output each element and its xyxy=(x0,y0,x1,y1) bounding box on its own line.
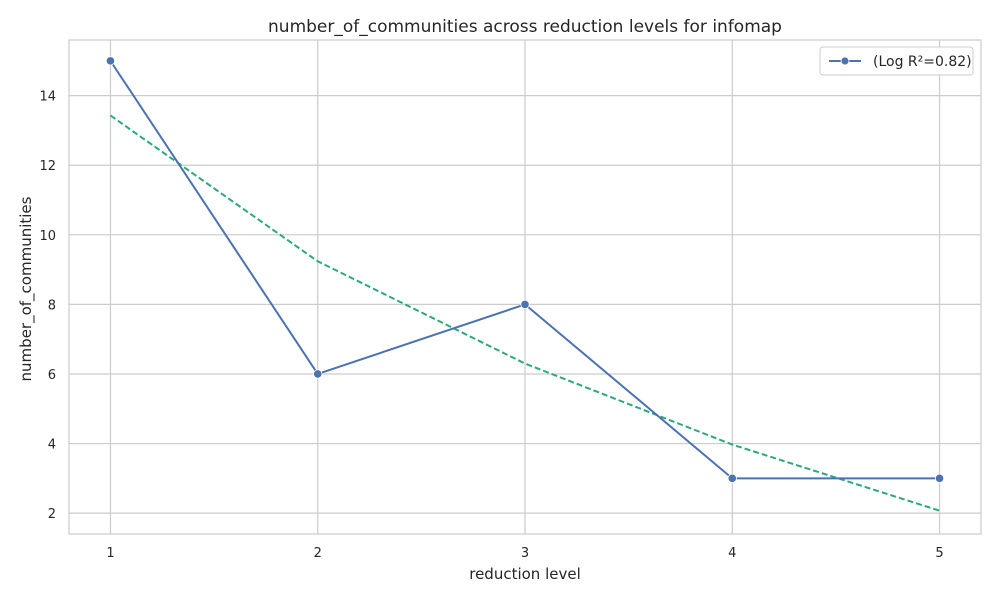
x-tick-label: 3 xyxy=(521,546,529,561)
data-point xyxy=(105,56,116,66)
y-tick-label: 12 xyxy=(39,159,56,174)
trend-line xyxy=(109,114,940,512)
x-tick-label: 1 xyxy=(106,546,114,561)
x-tick-label: 4 xyxy=(728,546,736,561)
data-point xyxy=(313,369,323,379)
x-tick-label: 5 xyxy=(935,546,943,561)
y-tick-label: 14 xyxy=(39,90,56,105)
x-tick-label: 2 xyxy=(314,546,322,561)
y-axis-label: number_of_communities xyxy=(17,196,36,381)
data-point xyxy=(934,473,945,483)
y-tick-label: 10 xyxy=(39,229,56,244)
chart-title: number_of_communities across reduction l… xyxy=(268,17,782,37)
legend-box xyxy=(819,46,974,76)
y-tick-label: 8 xyxy=(48,298,56,313)
y-tick-label: 2 xyxy=(48,507,56,522)
series-layer xyxy=(105,56,945,512)
legend-marker-sample xyxy=(840,56,850,66)
data-point xyxy=(520,299,530,309)
x-tick-labels: 1 2 3 4 5 xyxy=(106,546,943,561)
y-tick-labels: 2 4 6 8 10 12 14 xyxy=(39,90,56,522)
y-tick-label: 6 xyxy=(48,368,56,383)
y-tick-label: 4 xyxy=(48,438,56,453)
legend: (Log R²=0.82) xyxy=(819,46,974,76)
data-point xyxy=(727,473,737,483)
x-axis-label: reduction level xyxy=(469,565,581,583)
grid xyxy=(69,40,981,534)
plot-area-frame xyxy=(68,39,982,535)
legend-entry-label: (Log R²=0.82) xyxy=(873,54,972,70)
